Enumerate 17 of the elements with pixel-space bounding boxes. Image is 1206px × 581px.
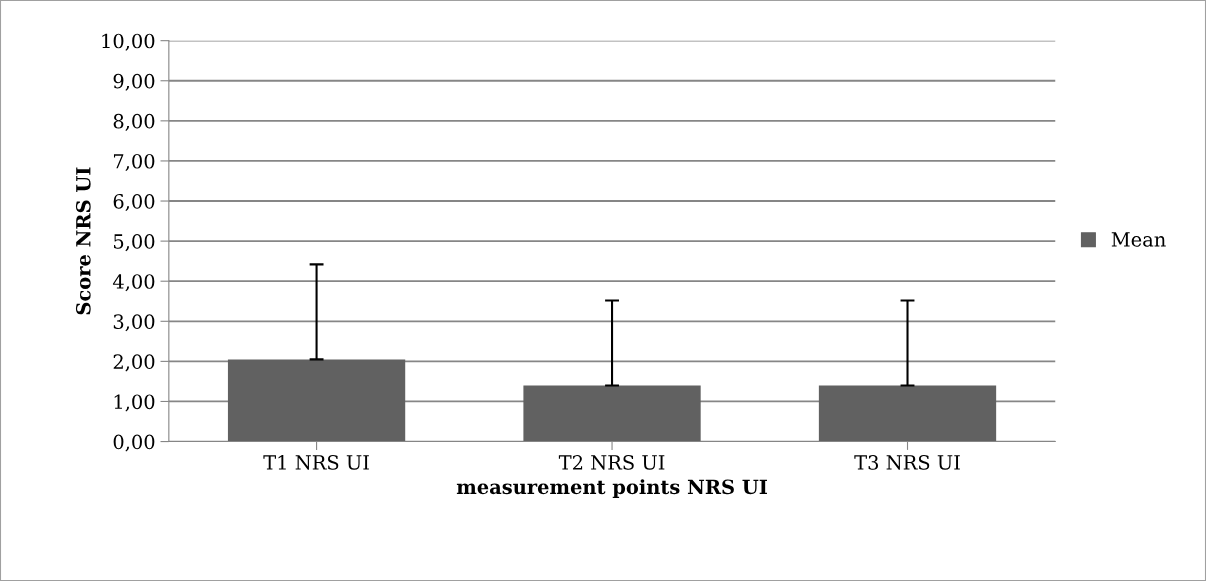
y-tick-label: 10,00 (102, 33, 155, 51)
legend-label: Mean (1111, 232, 1166, 247)
x-tick-label: T3 NRS UI (854, 455, 960, 470)
y-tick-label: 2,00 (113, 354, 155, 372)
y-axis-title: Score NRS UI (75, 167, 91, 315)
y-tick-label: 4,00 (112, 274, 155, 292)
y-tick-label: 7,00 (113, 153, 155, 171)
x-tick-label: T2 NRS UI (558, 455, 665, 470)
y-tick-label: 8,00 (113, 113, 155, 131)
y-tick-label: 1,00 (114, 394, 155, 412)
y-tick-label: 6,00 (113, 193, 155, 212)
y-tick-label: 9,00 (113, 73, 155, 91)
y-tick-label: 0,00 (113, 434, 155, 452)
x-tick-label: T1 NRS UI (263, 455, 369, 470)
y-tick-label: 5,00 (114, 234, 155, 252)
y-tick-label: 3,00 (113, 314, 155, 332)
x-axis-title: measurement points NRS UI (456, 479, 767, 498)
